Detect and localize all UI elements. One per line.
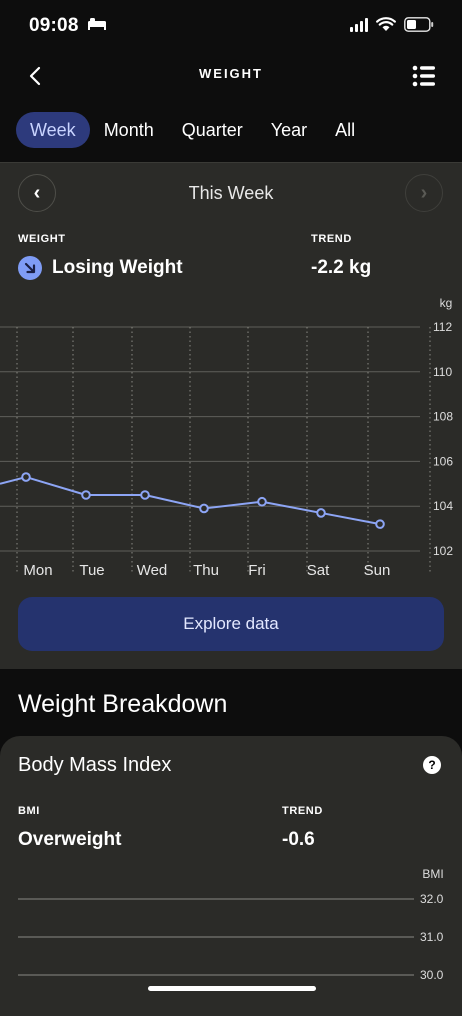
- status-bar: 09:08: [0, 0, 462, 52]
- bmi-tick-label: 31.0: [420, 930, 444, 944]
- data-point: [140, 490, 150, 500]
- bmi-card: [0, 736, 462, 1016]
- section-title: Weight Breakdown: [18, 690, 228, 718]
- weight-card: [0, 162, 462, 669]
- battery-icon: [404, 17, 434, 32]
- period-label: This Week: [188, 183, 274, 203]
- y-tick-label: 108: [433, 410, 453, 424]
- data-point: [257, 496, 267, 507]
- home-indicator: [148, 986, 316, 991]
- y-tick-label: 106: [433, 454, 453, 468]
- data-point: [81, 490, 91, 500]
- bmi-status: Overweight: [18, 829, 122, 850]
- weight-label: WEIGHT: [18, 233, 66, 245]
- y-tick-label: 102: [433, 544, 453, 558]
- x-tick-label: Mon: [23, 562, 52, 579]
- bmi-axis-unit: BMI: [422, 867, 443, 881]
- back-chevron-icon[interactable]: [22, 62, 50, 90]
- status-time: 09:08: [29, 15, 79, 36]
- trend-label: TREND: [311, 233, 352, 245]
- help-icon[interactable]: ?: [423, 756, 441, 774]
- chevron-right-icon: ›: [420, 182, 428, 204]
- data-point: [316, 508, 326, 518]
- tab-month[interactable]: Month: [103, 120, 154, 140]
- chevron-left-icon: ‹: [33, 182, 41, 204]
- bmi-tick-label: 30.0: [420, 968, 444, 982]
- data-point: [375, 519, 385, 529]
- y-tick-label: 110: [433, 365, 452, 379]
- y-tick-label: 112: [433, 320, 452, 334]
- trend-value: -2.2 kg: [311, 257, 372, 278]
- y-axis-unit: kg: [440, 296, 453, 310]
- period-tabs: Week Month Quarter Year All: [16, 112, 369, 148]
- x-tick-label: Fri: [248, 562, 266, 579]
- weight-line-chart: kg 112 110 108 106 104 102 Mon Tue Wed Thu Fri Sat Su…: [0, 296, 453, 579]
- list-icon[interactable]: [410, 62, 438, 90]
- bmi-trend-label: TREND: [282, 805, 323, 817]
- next-period-button[interactable]: ›: [405, 174, 443, 212]
- bmi-trend-value: -0.6: [282, 829, 315, 850]
- x-tick-label: Tue: [79, 562, 104, 579]
- x-tick-label: Sat: [307, 562, 330, 579]
- bed-icon: [88, 18, 106, 30]
- x-tick-label: Thu: [193, 562, 219, 579]
- explore-data-button[interactable]: Explore data: [18, 597, 444, 651]
- bmi-tick-label: 32.0: [420, 892, 444, 906]
- x-tick-label: Sun: [364, 562, 391, 579]
- data-point: [199, 503, 209, 514]
- tab-all[interactable]: All: [335, 120, 356, 140]
- arrow-down-right-icon: [18, 256, 42, 280]
- data-point: [21, 472, 31, 482]
- wifi-icon: [376, 17, 396, 31]
- tab-year[interactable]: Year: [270, 120, 308, 140]
- nav-bar: WEIGHT: [0, 52, 462, 98]
- bmi-chart: BMI 32.0 31.0 30.0: [18, 867, 444, 982]
- bmi-title: Body Mass Index: [18, 754, 172, 776]
- previous-period-button[interactable]: ‹: [18, 174, 56, 212]
- x-tick-label: Wed: [137, 562, 168, 579]
- signal-icon: [350, 17, 368, 32]
- bmi-label: BMI: [18, 805, 40, 817]
- weight-series-line: [0, 476, 381, 526]
- tab-week[interactable]: Week: [16, 112, 90, 148]
- y-tick-label: 104: [433, 499, 453, 513]
- tab-quarter[interactable]: Quarter: [181, 120, 243, 140]
- weight-status: Losing Weight: [52, 257, 183, 278]
- page-title: WEIGHT: [199, 66, 263, 81]
